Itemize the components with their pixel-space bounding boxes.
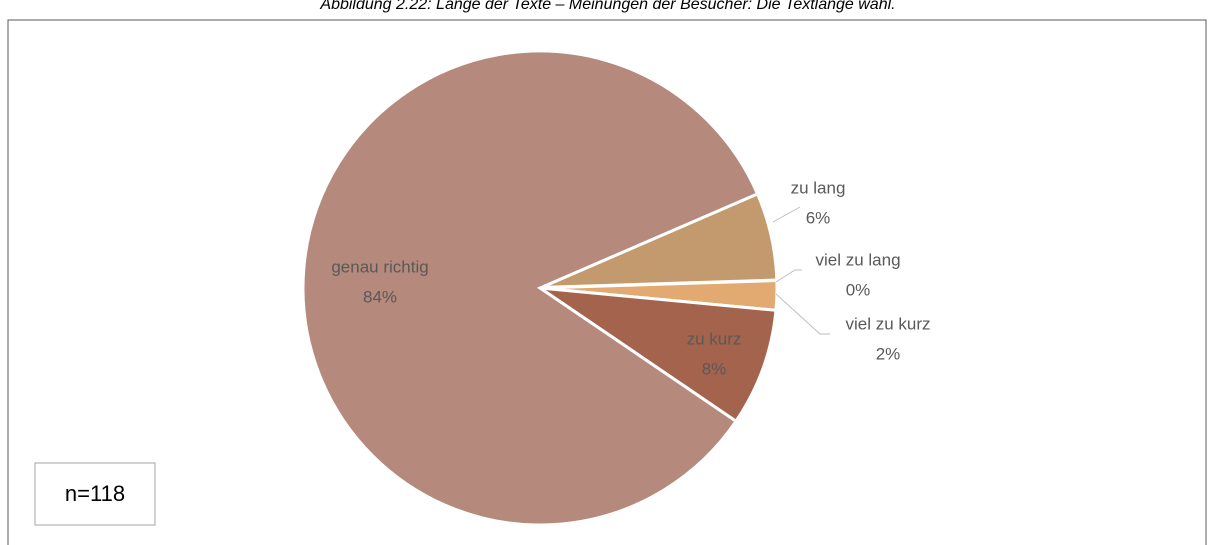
- slice-value-label: 8%: [702, 359, 727, 378]
- pie-slice: [539, 286, 778, 424]
- leader-line: [775, 293, 830, 335]
- slice-label: zu lang: [791, 178, 846, 197]
- slice-label: zu kurz: [687, 329, 742, 348]
- leader-line: [772, 206, 801, 223]
- pie-slice: [301, 49, 760, 527]
- slice-label: genau richtig: [331, 257, 428, 276]
- leader-line: [775, 269, 802, 283]
- slice-label: viel zu lang: [815, 250, 900, 269]
- slice-value-label: 2%: [876, 344, 901, 363]
- annotation-box: [34, 462, 156, 526]
- chart-title: Abbildung 2.22: Länge der Texte – Meinun…: [319, 0, 895, 13]
- slice-value-label: 0%: [846, 280, 871, 299]
- annotation: n=118: [65, 481, 125, 506]
- slice-label: viel zu kurz: [845, 314, 930, 333]
- slice-value-label: 84%: [363, 287, 397, 306]
- slice-value-label: 6%: [806, 208, 831, 227]
